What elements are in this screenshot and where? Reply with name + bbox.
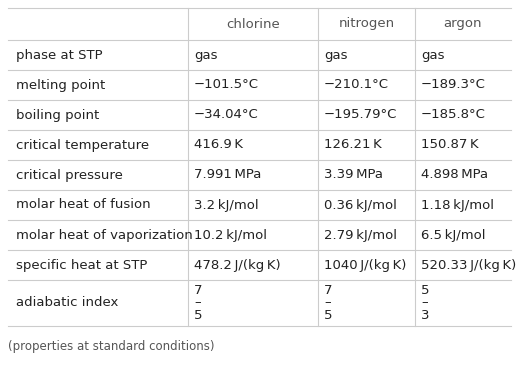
Text: argon: argon — [444, 18, 482, 30]
Text: critical pressure: critical pressure — [16, 168, 123, 182]
Text: boiling point: boiling point — [16, 108, 99, 122]
Text: gas: gas — [194, 48, 217, 62]
Text: 478.2 J/(kg K): 478.2 J/(kg K) — [194, 258, 281, 272]
Text: –: – — [324, 297, 331, 309]
Text: 0.36 kJ/mol: 0.36 kJ/mol — [324, 198, 397, 211]
Text: 2.79 kJ/mol: 2.79 kJ/mol — [324, 228, 397, 242]
Text: 7.991 MPa: 7.991 MPa — [194, 168, 262, 182]
Text: –: – — [194, 297, 201, 309]
Text: molar heat of fusion: molar heat of fusion — [16, 198, 151, 211]
Text: melting point: melting point — [16, 78, 105, 92]
Text: 7: 7 — [324, 284, 333, 297]
Text: 1040 J/(kg K): 1040 J/(kg K) — [324, 258, 406, 272]
Text: molar heat of vaporization: molar heat of vaporization — [16, 228, 193, 242]
Text: phase at STP: phase at STP — [16, 48, 103, 62]
Text: −34.04°C: −34.04°C — [194, 108, 259, 122]
Text: 7: 7 — [194, 284, 202, 297]
Text: 1.18 kJ/mol: 1.18 kJ/mol — [421, 198, 494, 211]
Text: 3.39 MPa: 3.39 MPa — [324, 168, 383, 182]
Text: 3: 3 — [421, 309, 430, 322]
Text: nitrogen: nitrogen — [338, 18, 394, 30]
Text: specific heat at STP: specific heat at STP — [16, 258, 147, 272]
Text: 3.2 kJ/mol: 3.2 kJ/mol — [194, 198, 258, 211]
Text: adiabatic index: adiabatic index — [16, 297, 118, 309]
Text: 4.898 MPa: 4.898 MPa — [421, 168, 488, 182]
Text: −195.79°C: −195.79°C — [324, 108, 398, 122]
Text: −101.5°C: −101.5°C — [194, 78, 259, 92]
Text: 5: 5 — [324, 309, 333, 322]
Text: 150.87 K: 150.87 K — [421, 138, 479, 152]
Text: −185.8°C: −185.8°C — [421, 108, 486, 122]
Text: 5: 5 — [421, 284, 430, 297]
Text: –: – — [421, 297, 428, 309]
Text: −189.3°C: −189.3°C — [421, 78, 486, 92]
Text: 416.9 K: 416.9 K — [194, 138, 243, 152]
Text: (properties at standard conditions): (properties at standard conditions) — [8, 340, 214, 353]
Text: gas: gas — [324, 48, 348, 62]
Text: −210.1°C: −210.1°C — [324, 78, 389, 92]
Text: 6.5 kJ/mol: 6.5 kJ/mol — [421, 228, 485, 242]
Text: 5: 5 — [194, 309, 202, 322]
Text: gas: gas — [421, 48, 444, 62]
Text: 126.21 K: 126.21 K — [324, 138, 382, 152]
Text: critical temperature: critical temperature — [16, 138, 149, 152]
Text: 10.2 kJ/mol: 10.2 kJ/mol — [194, 228, 267, 242]
Text: chlorine: chlorine — [226, 18, 280, 30]
Text: 520.33 J/(kg K): 520.33 J/(kg K) — [421, 258, 516, 272]
